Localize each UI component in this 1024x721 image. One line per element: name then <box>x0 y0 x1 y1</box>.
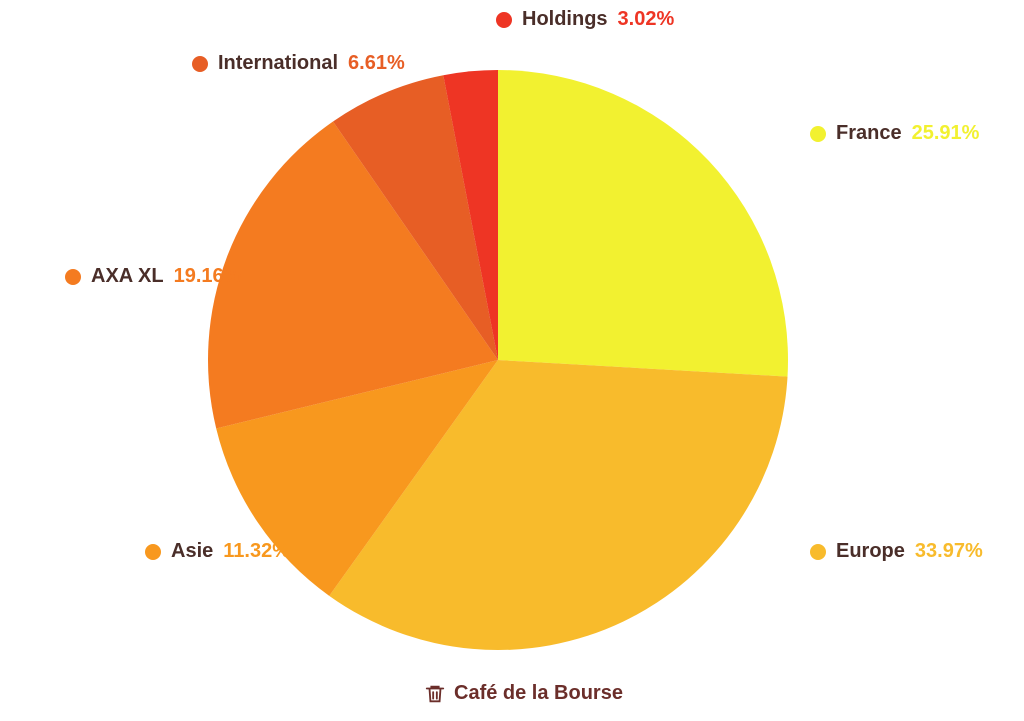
chart-caption: Café de la Bourse <box>424 682 623 705</box>
legend-bullet-icon <box>810 544 826 560</box>
slice-label: Holdings 3.02% <box>496 8 674 31</box>
trash-icon <box>424 683 446 705</box>
slice-value: 25.91% <box>912 122 980 145</box>
slice-label: France 25.91% <box>810 122 979 145</box>
legend-bullet-icon <box>496 12 512 28</box>
slice-value: 19.16% <box>174 265 242 288</box>
legend-bullet-icon <box>810 126 826 142</box>
slice-label: Asie 11.32% <box>145 540 345 563</box>
slice-label: AXA XL 19.16% <box>65 265 265 288</box>
slice-name: France <box>836 122 902 145</box>
slice-value: 33.97% <box>915 540 983 563</box>
slice-name: Holdings <box>522 8 608 31</box>
slice-name: International <box>218 52 338 75</box>
legend-bullet-icon <box>145 544 161 560</box>
pie-slice <box>498 70 788 377</box>
legend-bullet-icon <box>65 269 81 285</box>
slice-name: AXA XL <box>91 265 164 288</box>
slice-value: 11.32% <box>223 540 290 563</box>
slice-label: International6.61% <box>192 52 392 75</box>
slice-value: 6.61% <box>348 52 405 75</box>
caption-text: Café de la Bourse <box>454 682 623 705</box>
slice-value: 3.02% <box>618 8 675 31</box>
slice-name: Europe <box>836 540 905 563</box>
pie-chart-container: France 25.91% Europe 33.97% Asie 11.32% AXA XL… <box>0 0 1024 721</box>
slice-label: Europe 33.97% <box>810 540 983 563</box>
pie-chart <box>0 0 1024 721</box>
slice-name: Asie <box>171 540 213 563</box>
legend-bullet-icon <box>192 56 208 72</box>
